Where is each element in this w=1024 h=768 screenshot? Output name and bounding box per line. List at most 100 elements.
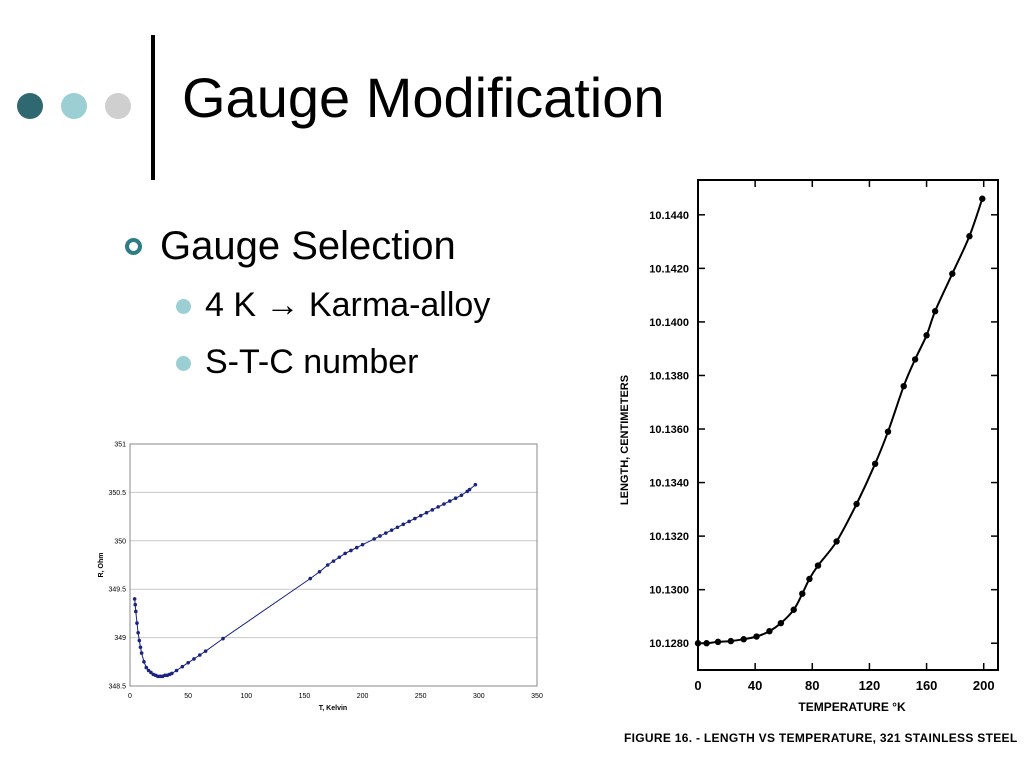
data-point (317, 569, 322, 574)
series-line (134, 484, 476, 677)
data-point (923, 332, 930, 339)
dot-dark (17, 93, 43, 119)
data-point (395, 525, 400, 530)
data-point (777, 619, 785, 627)
x-tick-label: 0 (128, 693, 132, 700)
data-point (132, 597, 137, 601)
grid-lines (130, 443, 537, 639)
plot-area-border (697, 179, 999, 671)
x-tick-label: 250 (415, 693, 427, 700)
x-tick-label: 200 (357, 693, 369, 700)
data-point (424, 510, 429, 515)
data-point (384, 531, 388, 535)
y-tick-label: 10.1320 (649, 531, 689, 543)
data-point (135, 621, 139, 625)
bullet-text: 4 K → Karma-alloy (205, 286, 491, 324)
data-point (703, 640, 710, 647)
dot-teal (61, 93, 87, 119)
length-chart: 10.1280 10.1300 10.1320 10.1340 10.1360 10.13… (619, 179, 999, 714)
dot-bullet-icon (176, 299, 191, 314)
x-axis-label: T, Kelvin (319, 705, 347, 712)
x-tick-label: 50 (184, 693, 192, 700)
x-tick-label: 150 (299, 693, 311, 700)
x-tick-label: 300 (473, 693, 485, 700)
data-point (966, 233, 973, 240)
data-point (133, 602, 138, 607)
bullet-text: Gauge Selection (160, 224, 456, 268)
data-point (337, 555, 342, 560)
title-divider (151, 35, 155, 180)
y-tick-label: 351 (114, 442, 126, 449)
y-tick-label: 349.5 (108, 587, 126, 594)
data-point (949, 270, 956, 277)
data-point (453, 496, 458, 501)
data-point (413, 516, 417, 521)
data-point (740, 636, 747, 643)
y-tick-label: 10.1400 (649, 317, 689, 329)
data-point (360, 542, 365, 547)
y-tick-label: 350 (114, 538, 126, 545)
data-point (853, 500, 860, 508)
series-points (132, 482, 478, 679)
data-point (192, 657, 196, 661)
data-point (308, 576, 313, 581)
data-point (714, 638, 722, 646)
slide-title: Gauge Modification (182, 66, 665, 129)
data-point (343, 551, 347, 556)
data-point (790, 606, 797, 613)
data-point (138, 645, 143, 650)
data-point (766, 627, 773, 635)
x-tick-label: 80 (805, 678, 819, 693)
data-point (931, 308, 939, 315)
x-tick-label: 100 (240, 693, 252, 700)
y-tick-label: 348.5 (108, 684, 126, 691)
data-point (137, 638, 142, 643)
data-point (170, 671, 174, 676)
x-tick-label: 120 (859, 678, 881, 693)
dot-bullet-icon (176, 356, 191, 371)
data-point (799, 590, 806, 597)
x-tick-label: 0 (694, 678, 701, 693)
data-point (325, 563, 330, 567)
data-point (203, 649, 208, 653)
data-point (753, 633, 760, 640)
data-point (418, 513, 423, 518)
data-point (473, 482, 478, 487)
data-point (144, 665, 149, 670)
data-point (900, 382, 907, 390)
data-point (436, 505, 440, 509)
bullet-text: S-T-C number (205, 343, 419, 381)
data-point (378, 534, 382, 538)
data-point (467, 487, 472, 492)
data-point (442, 502, 446, 506)
y-tick-label: 10.1420 (649, 263, 689, 275)
y-axis-label: LENGTH, CENTIMETERS (619, 375, 631, 505)
data-point (833, 538, 840, 545)
y-axis-label: R, Ohm (98, 553, 105, 578)
x-axis-label: TEMPERATURE °K (798, 700, 906, 714)
data-point (911, 356, 919, 363)
data-point (884, 428, 892, 435)
x-tick-label: 160 (916, 678, 938, 693)
ring-bullet-icon (125, 238, 142, 255)
plot-area-border (129, 443, 538, 687)
data-point (389, 528, 394, 532)
y-tick-label: 350.5 (108, 490, 126, 497)
data-point (806, 575, 813, 583)
data-point (430, 508, 435, 512)
data-point (349, 548, 353, 553)
data-point (979, 195, 986, 202)
data-point (372, 537, 377, 541)
y-tick-label: 10.1380 (649, 370, 689, 382)
figure-caption: FIGURE 16. - LENGTH VS TEMPERATURE, 321 … (624, 731, 1018, 745)
dot-gray (105, 93, 131, 119)
data-point (459, 493, 464, 498)
data-point (447, 499, 452, 503)
data-point (727, 637, 735, 645)
data-point (871, 460, 879, 468)
data-point (221, 636, 225, 641)
series-line (697, 198, 984, 645)
data-point (814, 562, 822, 569)
y-tick-label: 10.1360 (649, 424, 689, 436)
data-point (197, 653, 202, 657)
